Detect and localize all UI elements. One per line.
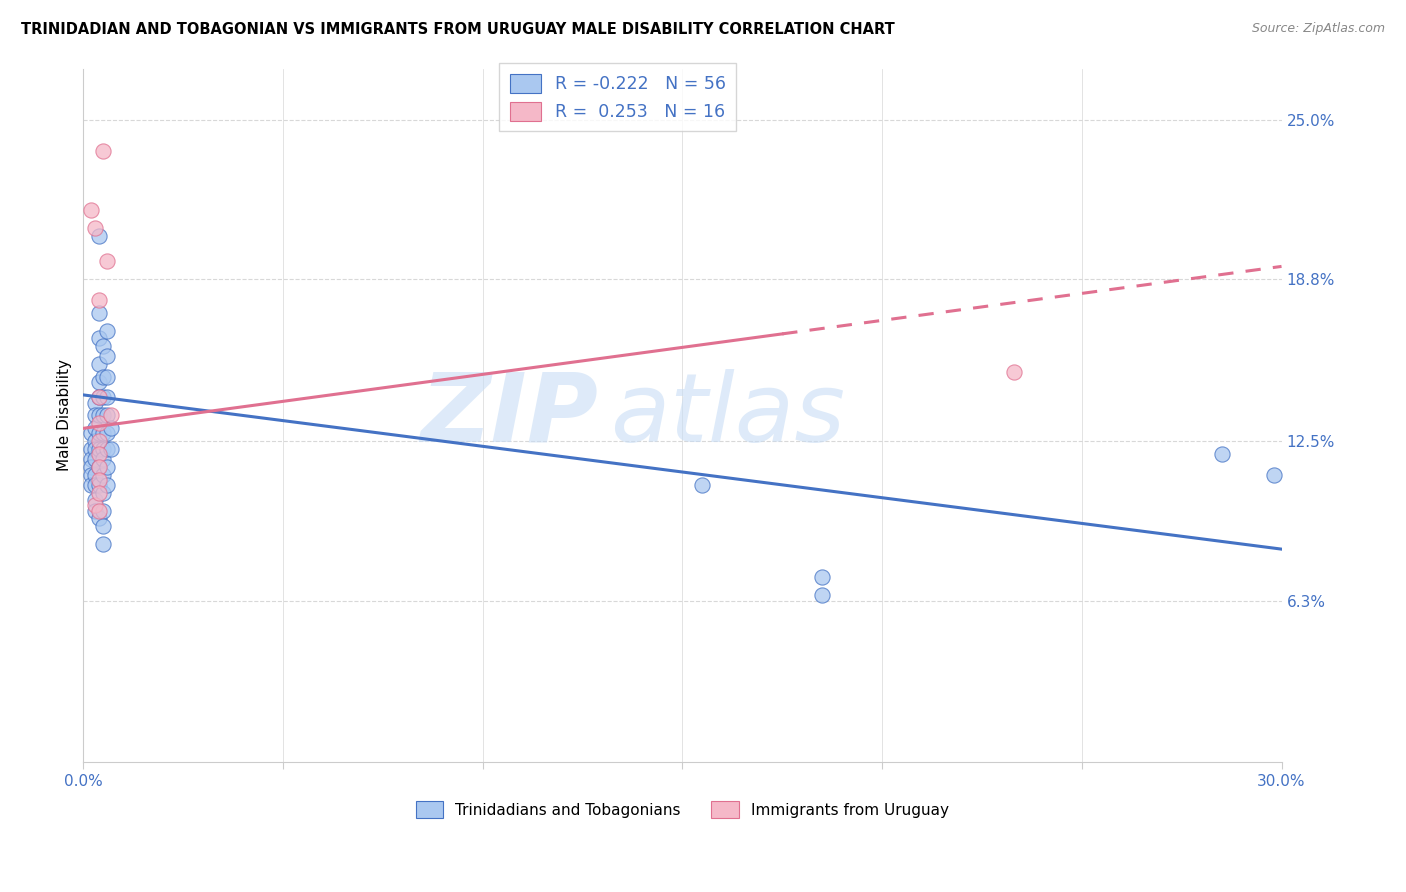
Point [84, 452, 107, 467]
Point [89, 375, 111, 389]
Point [89, 442, 111, 456]
Point [91, 339, 114, 353]
Point [89, 459, 111, 474]
Point [91, 409, 114, 423]
Point [811, 570, 834, 584]
Point [89, 485, 111, 500]
Point [96, 254, 118, 268]
Point [89, 409, 111, 423]
Point [89, 293, 111, 307]
Point [100, 421, 122, 435]
Point [100, 442, 122, 456]
Point [96, 370, 118, 384]
Point [80, 426, 103, 441]
Point [80, 442, 103, 456]
Point [811, 588, 834, 602]
Point [96, 459, 118, 474]
Point [91, 467, 114, 482]
Point [89, 391, 111, 405]
Point [91, 537, 114, 551]
Point [89, 416, 111, 430]
Point [89, 426, 111, 441]
Point [89, 447, 111, 461]
Point [91, 144, 114, 158]
Point [91, 519, 114, 533]
Point [91, 503, 114, 517]
Point [96, 426, 118, 441]
Point [89, 228, 111, 243]
Text: atlas: atlas [610, 369, 845, 462]
Legend: Trinidadians and Tobagonians, Immigrants from Uruguay: Trinidadians and Tobagonians, Immigrants… [409, 796, 955, 824]
Point [96, 324, 118, 338]
Point [91, 391, 114, 405]
Point [80, 459, 103, 474]
Point [80, 452, 103, 467]
Y-axis label: Male Disability: Male Disability [58, 359, 72, 472]
Point [89, 511, 111, 525]
Point [80, 478, 103, 492]
Point [89, 478, 111, 492]
Point [84, 499, 107, 513]
Point [84, 442, 107, 456]
Point [80, 467, 103, 482]
Point [96, 442, 118, 456]
Point [84, 421, 107, 435]
Point [80, 202, 103, 217]
Point [89, 459, 111, 474]
Point [96, 478, 118, 492]
Point [96, 350, 118, 364]
Point [91, 426, 114, 441]
Point [1263, 467, 1285, 482]
Point [96, 409, 118, 423]
Point [84, 434, 107, 449]
Point [84, 467, 107, 482]
Point [89, 503, 111, 517]
Text: TRINIDADIAN AND TOBAGONIAN VS IMMIGRANTS FROM URUGUAY MALE DISABILITY CORRELATIO: TRINIDADIAN AND TOBAGONIAN VS IMMIGRANTS… [21, 22, 894, 37]
Point [1211, 447, 1233, 461]
Point [84, 395, 107, 409]
Point [89, 391, 111, 405]
Point [91, 442, 114, 456]
Point [84, 478, 107, 492]
Point [84, 220, 107, 235]
Point [100, 409, 122, 423]
Point [89, 434, 111, 449]
Point [89, 357, 111, 371]
Point [89, 473, 111, 487]
Point [1002, 365, 1025, 379]
Point [91, 485, 114, 500]
Point [96, 391, 118, 405]
Point [89, 331, 111, 345]
Point [84, 493, 107, 508]
Text: ZIP: ZIP [420, 369, 599, 462]
Point [91, 452, 114, 467]
Point [692, 478, 714, 492]
Text: Source: ZipAtlas.com: Source: ZipAtlas.com [1251, 22, 1385, 36]
Point [89, 306, 111, 320]
Point [84, 503, 107, 517]
Point [91, 370, 114, 384]
Point [84, 409, 107, 423]
